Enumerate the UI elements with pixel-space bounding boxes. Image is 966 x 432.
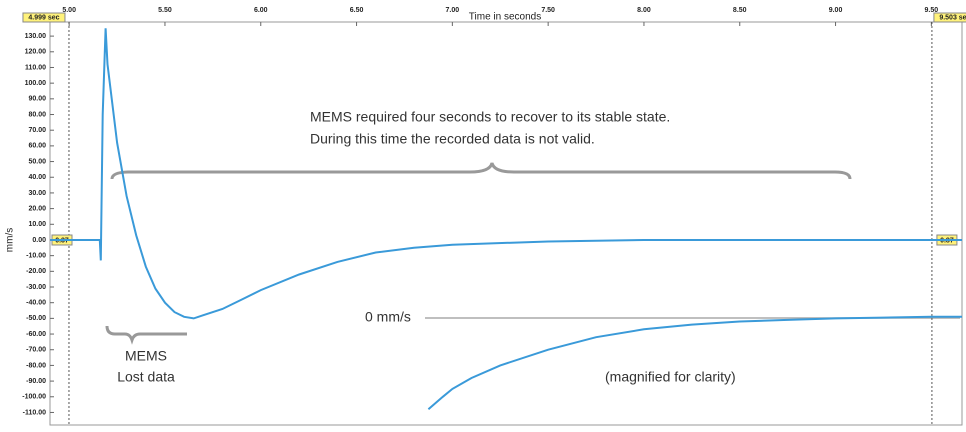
annotation: MEMS required four seconds to recover to… [310,109,670,125]
y-tick-label: 0.00 [32,237,46,244]
annotation: 0 mm/s [365,309,411,325]
cursor-tag [22,12,66,23]
y-tick-label: 40.00 [28,174,46,181]
y-tick-label: 30.00 [28,190,46,197]
y-tick-label: -20.00 [26,268,46,275]
x-tick-label: 9.50 [925,7,939,14]
y-tick-label: -80.00 [26,362,46,369]
x-tick-label: 8.50 [733,7,747,14]
y-tick-label: -40.00 [26,300,46,307]
y-tick-label: -60.00 [26,331,46,338]
x-tick-label: 7.00 [446,7,460,14]
annotation: MEMS [125,348,167,364]
y-tick-label: -10.00 [26,252,46,259]
cursor-tag [933,12,966,23]
y-tick-label: 10.00 [28,221,46,228]
brace [105,325,187,345]
y-tick-label: -110.00 [23,409,46,416]
annotation: During this time the recorded data is no… [310,131,595,147]
y-tick-label: 20.00 [28,205,46,212]
data-line [427,315,962,411]
y-tick-label: 90.00 [28,96,46,103]
y-tick-label: -30.00 [26,284,46,291]
y-tick-label: 70.00 [28,127,46,134]
annotation: Lost data [117,369,175,385]
y-tick-label: 110.00 [25,64,46,71]
y-tick-label: 50.00 [28,158,46,165]
annotation: (magnified for clarity) [605,369,736,385]
data-line [50,28,962,320]
x-tick-label: 8.00 [637,7,651,14]
x-tick-label: 6.00 [254,7,268,14]
y-tick-label: -90.00 [26,378,46,385]
y-tick-label: 60.00 [28,143,46,150]
y-tick-label: -70.00 [26,347,46,354]
y-tick-label: -50.00 [26,315,46,322]
x-tick-label: 5.00 [62,7,76,14]
cursor-label: 9.503 sec [939,14,966,21]
x-axis-title: Time in seconds [469,12,541,23]
x-tick-label: 6.50 [350,7,364,14]
x-tick-label: 9.00 [829,7,843,14]
x-tick-label: 7.50 [541,7,555,14]
y-tick-label: 130.00 [25,33,47,40]
y-tick-label: 80.00 [28,111,46,118]
x-tick-label: 5.50 [158,7,172,14]
y-axis-title: mm/s [5,228,16,252]
y-tick-label: 100.00 [25,80,47,87]
y-tick-label: 120.00 [25,49,47,56]
y-tick-label: -100.00 [22,394,46,401]
plot-frame [49,21,963,426]
cursor-label: 4.999 sec [28,14,59,21]
